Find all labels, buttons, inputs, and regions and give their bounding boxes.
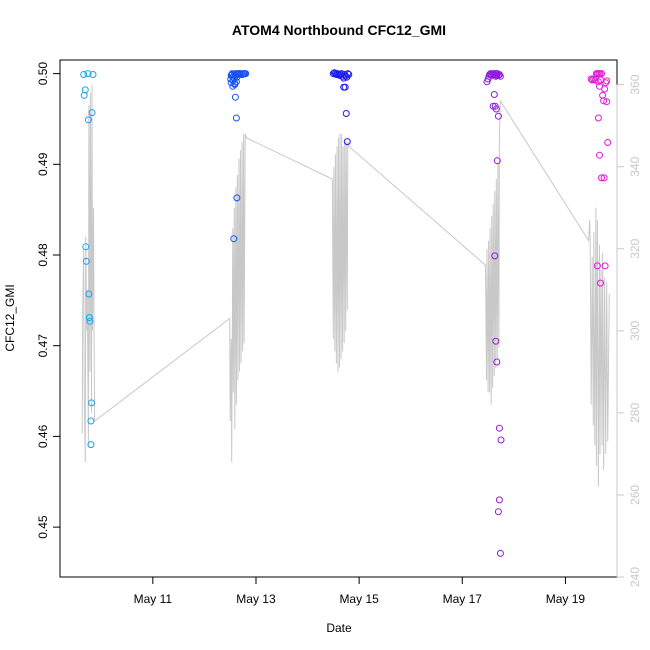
data-point bbox=[601, 262, 609, 270]
data-point bbox=[84, 70, 92, 78]
data-point bbox=[230, 235, 238, 243]
data-point bbox=[596, 151, 603, 159]
data-point bbox=[496, 549, 504, 557]
y-axis-left: 0.45 0.46 0.47 0.48 0.49 0.50 bbox=[36, 62, 61, 539]
x-axis-label: Date bbox=[326, 621, 352, 635]
data-point bbox=[80, 71, 88, 78]
y2-tick-label: 280 bbox=[628, 403, 642, 423]
y-tick-label: 0.45 bbox=[36, 515, 50, 539]
y-tick-label: 0.47 bbox=[36, 334, 50, 358]
data-point bbox=[345, 71, 353, 78]
x-tick-label: May 13 bbox=[236, 592, 276, 606]
data-point bbox=[587, 75, 595, 83]
y2-tick-label: 260 bbox=[628, 485, 642, 505]
x-tick-label: May 15 bbox=[339, 592, 379, 606]
data-point bbox=[88, 109, 96, 117]
data-point bbox=[495, 496, 503, 504]
pressure-line bbox=[81, 84, 610, 487]
data-point bbox=[588, 76, 596, 84]
y2-tick-label: 300 bbox=[628, 320, 642, 340]
x-axis: May 11 May 13 May 15 May 17 May 19 bbox=[134, 576, 586, 606]
data-point bbox=[87, 417, 95, 425]
data-point bbox=[80, 91, 88, 99]
y2-tick-label: 340 bbox=[628, 156, 642, 176]
data-point bbox=[598, 70, 605, 78]
y-axis-right: 240 260 280 300 320 340 360 bbox=[616, 74, 642, 587]
data-point bbox=[81, 86, 89, 94]
data-point bbox=[604, 139, 612, 146]
data-point bbox=[238, 70, 245, 78]
data-point bbox=[82, 257, 90, 265]
data-point bbox=[494, 112, 502, 120]
data-point bbox=[82, 243, 90, 251]
data-point bbox=[492, 105, 500, 113]
data-point bbox=[598, 174, 605, 182]
data-point bbox=[232, 114, 240, 122]
data-point bbox=[603, 77, 611, 85]
y2-tick-label: 320 bbox=[628, 238, 642, 258]
data-point bbox=[340, 74, 348, 82]
data-point bbox=[594, 114, 602, 122]
data-point bbox=[603, 98, 611, 106]
data-point bbox=[86, 317, 94, 325]
cfc12-points-group bbox=[80, 69, 612, 557]
y-tick-label: 0.48 bbox=[36, 243, 50, 267]
chart-title: ATOM4 Northbound CFC12_GMI bbox=[232, 22, 446, 38]
data-point bbox=[242, 70, 250, 78]
data-point bbox=[88, 399, 95, 407]
data-point bbox=[593, 262, 601, 270]
data-point bbox=[232, 78, 240, 86]
x-tick-label: May 17 bbox=[443, 592, 483, 606]
data-point bbox=[329, 70, 337, 78]
y-tick-label: 0.46 bbox=[36, 424, 50, 448]
data-point bbox=[87, 441, 95, 449]
y-axis-label: CFC12_GMI bbox=[3, 284, 17, 351]
data-point bbox=[341, 83, 349, 91]
data-point bbox=[495, 424, 503, 432]
y-tick-label: 0.49 bbox=[36, 152, 50, 176]
data-point bbox=[237, 71, 244, 78]
data-point bbox=[594, 78, 602, 86]
data-point bbox=[492, 337, 500, 345]
data-point bbox=[231, 80, 239, 88]
data-point bbox=[493, 358, 501, 366]
data-point bbox=[89, 71, 97, 78]
data-point bbox=[342, 110, 350, 117]
x-tick-label: May 19 bbox=[546, 592, 586, 606]
data-point bbox=[231, 93, 239, 101]
data-point bbox=[600, 97, 608, 105]
data-point bbox=[600, 174, 608, 182]
data-point bbox=[84, 116, 92, 124]
data-point bbox=[490, 91, 498, 98]
data-point bbox=[233, 194, 241, 202]
data-point bbox=[332, 71, 340, 78]
data-point bbox=[343, 138, 351, 146]
data-point bbox=[497, 436, 505, 444]
pressure-line-group bbox=[81, 84, 610, 487]
data-point bbox=[344, 70, 352, 78]
data-point bbox=[493, 157, 501, 165]
data-point bbox=[85, 314, 93, 322]
data-point bbox=[494, 508, 502, 516]
x-tick-label: May 11 bbox=[134, 592, 173, 606]
y2-tick-label: 360 bbox=[628, 74, 642, 94]
data-point bbox=[597, 279, 604, 287]
y2-tick-label: 240 bbox=[628, 567, 642, 587]
data-point bbox=[496, 72, 504, 80]
y-tick-label: 0.50 bbox=[36, 62, 50, 86]
data-point bbox=[85, 290, 93, 298]
data-point bbox=[601, 85, 609, 93]
data-point bbox=[491, 252, 499, 260]
